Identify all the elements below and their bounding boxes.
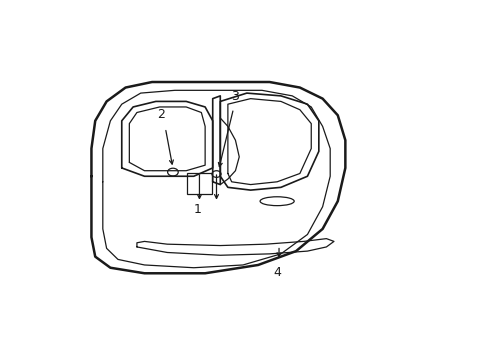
Text: 3: 3: [231, 90, 239, 103]
Text: 4: 4: [273, 266, 281, 279]
Circle shape: [211, 171, 221, 177]
Circle shape: [167, 168, 178, 176]
Text: 2: 2: [157, 108, 165, 121]
Text: 1: 1: [193, 203, 201, 216]
Bar: [187, 174, 211, 194]
